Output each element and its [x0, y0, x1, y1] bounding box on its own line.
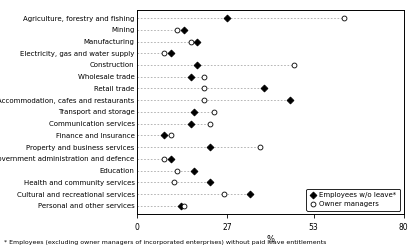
- Text: * Employees (excluding owner managers of incorporated enterprises) without paid : * Employees (excluding owner managers of…: [4, 240, 327, 245]
- Legend: Employees w/o leave*, Owner managers: Employees w/o leave*, Owner managers: [306, 189, 400, 211]
- X-axis label: %: %: [266, 235, 275, 244]
